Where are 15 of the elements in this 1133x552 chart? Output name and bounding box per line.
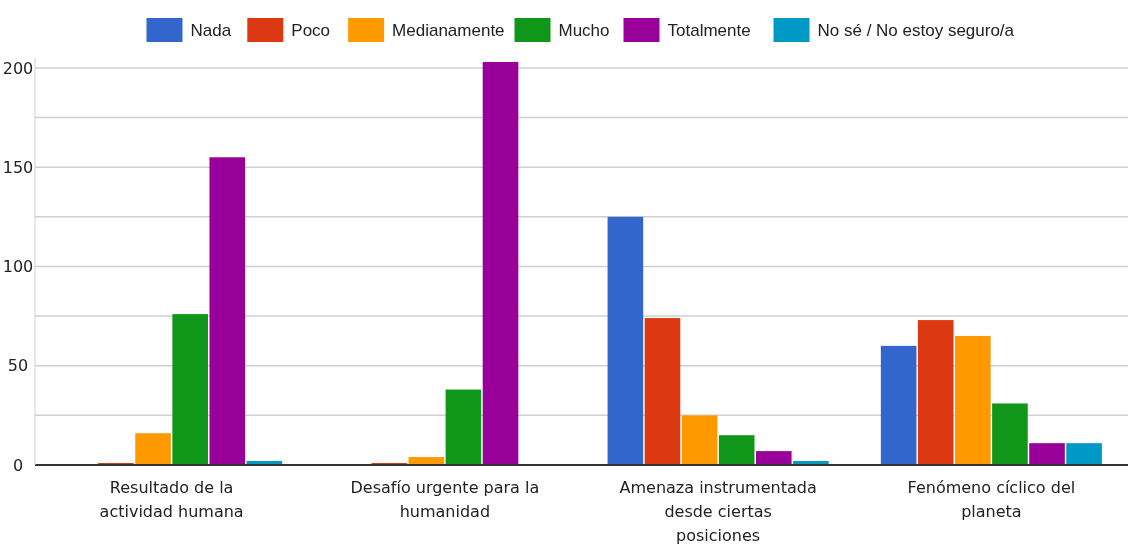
- x-tick-label: Desafío urgente para la humanidad: [350, 478, 540, 521]
- x-tick-label: Resultado de la actividad humana: [99, 478, 244, 521]
- y-tick-label: 0: [12, 455, 24, 475]
- legend-label: No sé / No estoy seguro/a: [817, 20, 1015, 40]
- legend-label: Medianamente: [392, 20, 505, 40]
- legend-label: Totalmente: [667, 20, 751, 40]
- x-tick-label: Amenaza instrumentada desde ciertas posiciones: [619, 478, 817, 545]
- y-tick-label: 100: [2, 257, 34, 277]
- y-tick-label: 150: [2, 157, 34, 177]
- legend-label: Mucho: [558, 20, 610, 40]
- y-tick-label: 50: [7, 356, 29, 376]
- x-tick-label: Fenómeno cíclico del planeta: [907, 478, 1076, 521]
- legend-label: Nada: [190, 20, 232, 40]
- legend-label: Poco: [291, 20, 331, 40]
- y-tick-label: 200: [2, 58, 34, 78]
